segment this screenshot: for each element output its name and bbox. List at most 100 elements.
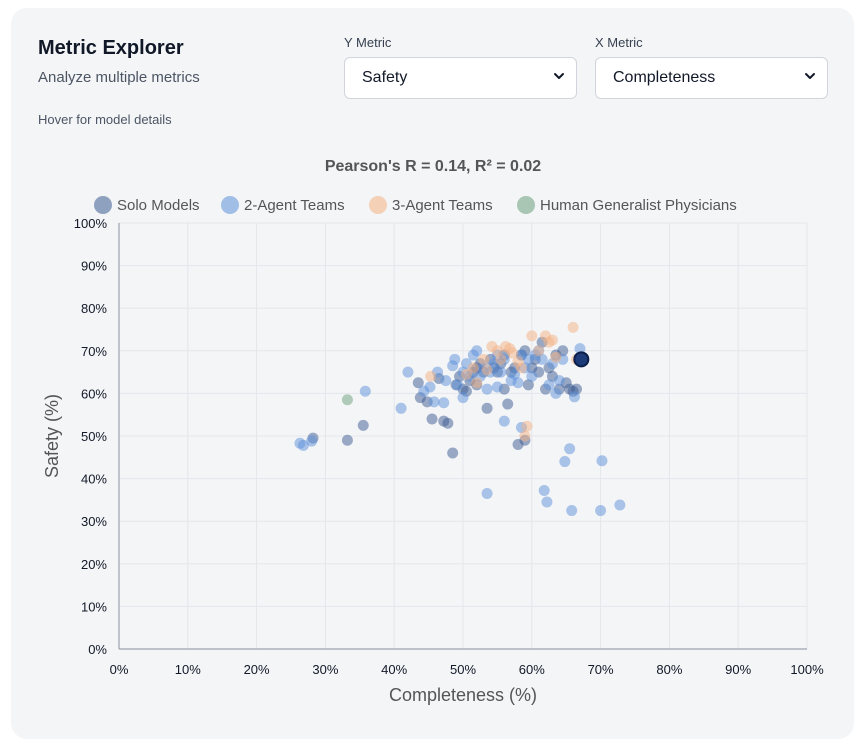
data-point: [491, 345, 503, 357]
legend-marker: [517, 196, 535, 214]
chart-points: [294, 321, 626, 517]
data-point: [297, 439, 309, 451]
data-point: [526, 330, 538, 342]
data-point: [512, 377, 524, 389]
data-point: [451, 379, 463, 391]
y-metric-label: Y Metric: [344, 35, 392, 50]
y-tick-label: 30%: [81, 514, 107, 529]
data-point: [502, 398, 514, 410]
x-tick-label: 100%: [790, 662, 824, 677]
data-point: [395, 402, 407, 414]
data-point: [566, 505, 578, 517]
data-point: [536, 353, 548, 365]
data-point: [564, 443, 576, 455]
chevron-down-icon: [805, 73, 815, 79]
data-point: [357, 419, 369, 431]
data-point: [546, 334, 558, 346]
chart-axes: 0% 10% 20% 30% 40% 50% 60% 70% 80% 90% 100% 0% 10% 20…: [74, 216, 824, 677]
data-point: [481, 488, 493, 500]
data-point: [481, 364, 493, 376]
metric-explorer-card: Metric Explorer Analyze multiple metrics…: [11, 8, 854, 739]
data-point: [550, 351, 562, 363]
data-point: [521, 420, 533, 432]
x-metric-value: Completeness: [613, 69, 716, 86]
data-point-highlight: [573, 351, 590, 368]
data-point: [467, 362, 479, 374]
data-point: [402, 366, 414, 378]
data-point: [457, 392, 469, 404]
data-point: [519, 430, 531, 442]
y-metric-select[interactable]: Safety: [344, 57, 577, 99]
data-point: [438, 397, 450, 409]
data-point: [595, 505, 607, 517]
data-point: [412, 377, 424, 389]
y-tick-label: 10%: [81, 599, 107, 614]
chart-grid: [119, 222, 808, 649]
chart-stat-title: Pearson's R = 0.14, R² = 0.02: [325, 158, 541, 175]
data-point: [557, 345, 569, 357]
legend-label: Solo Models: [117, 197, 200, 214]
x-tick-label: 10%: [175, 662, 201, 677]
x-tick-label: 90%: [725, 662, 751, 677]
data-point: [574, 343, 586, 355]
x-axis-title: Completeness (%): [389, 685, 537, 705]
hover-hint: Hover for model details: [38, 112, 172, 127]
data-point: [596, 455, 608, 467]
y-tick-label: 40%: [81, 472, 107, 487]
x-tick-label: 70%: [588, 662, 614, 677]
data-point: [543, 379, 555, 391]
y-tick-label: 0%: [88, 642, 107, 657]
data-point: [481, 383, 493, 395]
data-point: [341, 394, 353, 406]
x-tick-label: 20%: [244, 662, 270, 677]
data-point: [515, 362, 527, 374]
data-point: [426, 413, 438, 425]
data-point: [478, 353, 490, 365]
legend-label: 2-Agent Teams: [244, 197, 345, 214]
x-tick-label: 80%: [656, 662, 682, 677]
data-point: [614, 499, 626, 511]
y-tick-label: 90%: [81, 259, 107, 274]
data-point: [425, 370, 437, 382]
x-tick-label: 40%: [381, 662, 407, 677]
legend-marker: [94, 196, 112, 214]
data-point: [550, 387, 562, 399]
legend-label: Human Generalist Physicians: [540, 197, 737, 214]
data-point: [498, 415, 510, 427]
legend-label: 3-Agent Teams: [392, 197, 493, 214]
data-point: [428, 396, 440, 408]
data-point: [495, 353, 507, 365]
chart-legend: Solo Models 2-Agent Teams 3-Agent Teams Hum…: [94, 196, 737, 214]
data-point: [447, 447, 459, 459]
x-tick-label: 30%: [312, 662, 338, 677]
data-point: [449, 353, 461, 365]
y-tick-label: 60%: [81, 386, 107, 401]
data-point: [553, 375, 565, 387]
data-point: [460, 368, 472, 380]
data-point: [538, 485, 550, 497]
y-tick-label: 80%: [81, 301, 107, 316]
data-point: [471, 345, 483, 357]
x-tick-label: 60%: [519, 662, 545, 677]
y-axis-title: Safety (%): [42, 394, 62, 478]
data-point: [481, 402, 493, 414]
y-metric-value: Safety: [362, 69, 408, 86]
page-subtitle: Analyze multiple metrics: [38, 69, 200, 86]
data-point: [495, 366, 507, 378]
data-point: [567, 321, 579, 333]
data-point: [522, 379, 534, 391]
data-point: [491, 381, 503, 393]
legend-marker: [221, 196, 239, 214]
x-metric-label: X Metric: [595, 35, 643, 50]
data-point: [359, 385, 371, 397]
data-point: [509, 368, 521, 380]
x-metric-select[interactable]: Completeness: [595, 57, 828, 99]
data-point: [341, 434, 353, 446]
data-point: [424, 381, 436, 393]
data-point: [442, 417, 454, 429]
chevron-down-icon: [554, 73, 564, 79]
legend-marker: [369, 196, 387, 214]
data-point: [559, 456, 571, 468]
data-point: [471, 377, 483, 389]
